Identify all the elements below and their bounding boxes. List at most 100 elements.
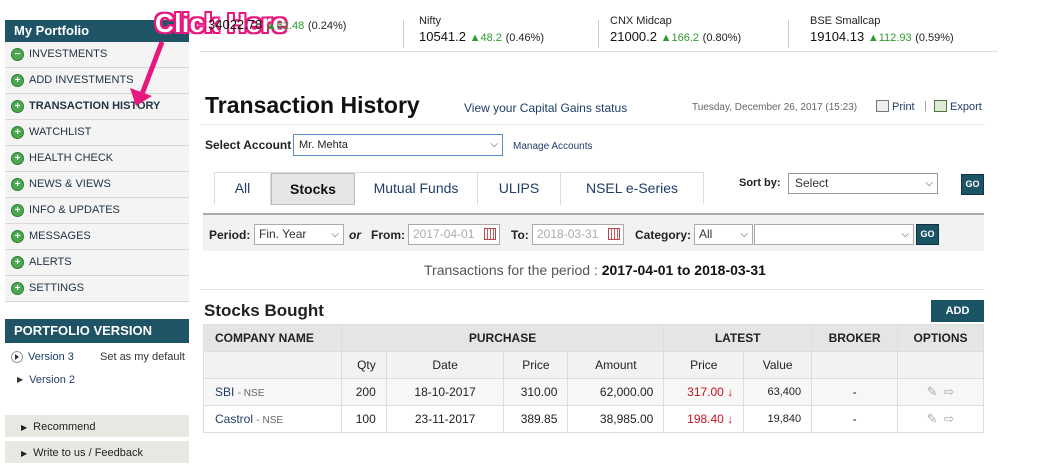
version-3-row[interactable]: Version 3 Set as my default — [5, 345, 189, 368]
sidebar-item-label: ALERTS — [29, 256, 72, 268]
ticker-change: 166.2 — [671, 32, 700, 44]
col-price: Price — [503, 351, 569, 379]
exchange-label: NSE — [262, 415, 284, 426]
filter-go-button[interactable]: GO — [916, 224, 939, 245]
sidebar-item-transaction-history[interactable]: + TRANSACTION HISTORY — [5, 94, 189, 120]
feedback-link[interactable]: ▶ Write to us / Feedback — [5, 441, 189, 465]
edit-icon[interactable]: ✎ — [926, 384, 938, 399]
ticker-bse-smallcap[interactable]: BSE Smallcap 19104.13 ▲112.93 (0.59%) — [810, 15, 954, 44]
set-default-label[interactable]: Set as my default — [100, 350, 185, 363]
ticker-pct: (0.46%) — [505, 32, 545, 44]
tab-all[interactable]: All — [215, 173, 271, 205]
amount-cell: 62,000.00 — [567, 378, 665, 406]
up-arrow-icon: ▲ — [469, 32, 481, 44]
value-cell: 63,400 — [743, 378, 813, 406]
subcategory-select[interactable]: ⌵ — [754, 224, 914, 245]
sidebar-title: My Portfolio — [5, 20, 189, 42]
caret-right-icon: ▶ — [21, 449, 28, 458]
subheader-empty — [203, 351, 342, 379]
chevron-down-icon: ⌵ — [490, 139, 498, 150]
tab-mutual-funds[interactable]: Mutual Funds — [355, 173, 478, 205]
from-date-input[interactable]: 2017-04-01 — [408, 224, 500, 245]
radio-icon[interactable] — [11, 350, 23, 363]
plus-circle-icon: + — [11, 126, 24, 139]
plus-circle-icon: + — [11, 178, 24, 191]
ticker-nifty[interactable]: Nifty 10541.2 ▲48.2 (0.46%) — [419, 15, 544, 44]
col-latest: LATEST — [663, 324, 813, 352]
category-label: Category: — [635, 228, 692, 242]
ticker-pct: (0.59%) — [915, 32, 954, 44]
sidebar-item-label: SETTINGS — [29, 282, 85, 294]
sidebar-item-label: INVESTMENTS — [29, 48, 108, 60]
recommend-link[interactable]: ▶ Recommend — [5, 415, 189, 439]
sidebar-item-info-updates[interactable]: + INFO & UPDATES — [5, 198, 189, 224]
to-date-input[interactable]: 2018-03-31 — [532, 224, 624, 245]
tab-stocks[interactable]: Stocks — [271, 173, 355, 205]
sidebar-item-label: INFO & UPDATES — [29, 204, 120, 216]
period-summary-range: 2017-04-01 to 2018-03-31 — [601, 262, 766, 278]
page-title: Transaction History — [205, 92, 420, 118]
period-select-value: Fin. Year — [259, 227, 307, 241]
version-3-link[interactable]: Version 3 — [28, 350, 74, 363]
plus-circle-icon: + — [11, 230, 24, 243]
period-summary: Transactions for the period : 2017-04-01… — [424, 262, 766, 278]
period-select[interactable]: Fin. Year ⌵ — [254, 224, 344, 245]
sidebar-item-news-views[interactable]: + NEWS & VIEWS — [5, 172, 189, 198]
ticker-change: 62.48 — [276, 20, 305, 32]
period-summary-prefix: Transactions for the period : — [424, 262, 598, 278]
divider — [403, 20, 404, 48]
capital-gains-link[interactable]: View your Capital Gains status — [464, 101, 628, 115]
sidebar-item-label: WATCHLIST — [29, 126, 92, 138]
sidebar-item-health-check[interactable]: + HEALTH CHECK — [5, 146, 189, 172]
sell-exit-icon[interactable]: ⇨ — [943, 384, 955, 399]
manage-accounts-link[interactable]: Manage Accounts — [513, 141, 593, 152]
tab-ulips[interactable]: ULIPS — [478, 173, 561, 205]
ticker-value: 10541.2 — [419, 29, 466, 44]
ticker-cnx-midcap[interactable]: CNX Midcap 21000.2 ▲166.2 (0.80%) — [610, 15, 741, 44]
version-2-row[interactable]: ▶ Version 2 — [5, 368, 189, 391]
add-button[interactable]: ADD — [931, 300, 984, 322]
sidebar-item-settings[interactable]: + SETTINGS — [5, 276, 189, 302]
down-arrow-icon: ↓ — [723, 412, 734, 426]
qty-cell: 100 — [340, 405, 387, 433]
sidebar-item-messages[interactable]: + MESSAGES — [5, 224, 189, 250]
sort-go-button[interactable]: GO — [961, 174, 984, 195]
col-value: Value — [743, 351, 813, 379]
asset-tabs: All Stocks Mutual Funds ULIPS NSEL e-Ser… — [214, 172, 704, 205]
sell-exit-icon[interactable]: ⇨ — [943, 411, 955, 426]
sidebar-item-watchlist[interactable]: + WATCHLIST — [5, 120, 189, 146]
select-account-label: Select Account — [205, 138, 292, 152]
edit-icon[interactable]: ✎ — [926, 411, 938, 426]
account-select[interactable]: Mr. Mehta ⌵ — [293, 134, 503, 156]
to-date-value: 2018-03-31 — [537, 227, 599, 241]
ticker-change: 112.93 — [878, 32, 912, 44]
company-link[interactable]: Castrol — [215, 412, 254, 426]
print-button[interactable]: Print — [876, 100, 915, 113]
caret-right-icon: ▶ — [21, 423, 28, 432]
sort-by-label: Sort by: — [739, 177, 781, 189]
tab-nsel-e-series[interactable]: NSEL e-Series — [585, 180, 679, 196]
annotation-arrow-icon — [130, 41, 165, 106]
calendar-icon[interactable] — [484, 228, 496, 240]
feedback-label: Write to us / Feedback — [33, 447, 144, 459]
col-purchase: PURCHASE — [340, 324, 665, 352]
sidebar-item-label: MESSAGES — [29, 230, 91, 242]
date-cell: 23-11-2017 — [385, 405, 505, 433]
sort-by-select[interactable]: Select ⌵ — [788, 173, 938, 194]
company-link[interactable]: SBI — [215, 385, 235, 399]
plus-circle-icon: + — [11, 152, 24, 165]
calendar-icon[interactable] — [608, 228, 620, 240]
down-arrow-icon: ↓ — [723, 385, 734, 399]
chevron-down-icon: ⌵ — [925, 178, 933, 189]
price-cell: 310.00 — [503, 378, 569, 406]
market-ticker: 34022.78 ▲62.48 (0.24%) Nifty 10541.2 ▲4… — [200, 10, 998, 52]
category-select[interactable]: All ⌵ — [694, 224, 753, 245]
up-arrow-icon: ▲ — [265, 20, 277, 32]
ticker-sensex[interactable]: 34022.78 ▲62.48 (0.24%) — [208, 15, 346, 32]
sidebar-item-add-investments[interactable]: + ADD INVESTMENTS — [5, 68, 189, 94]
col-latest-price: Price — [663, 351, 745, 379]
sidebar-item-alerts[interactable]: + ALERTS — [5, 250, 189, 276]
col-date: Date — [385, 351, 505, 379]
version-2-link[interactable]: Version 2 — [29, 373, 76, 386]
export-button[interactable]: Export — [934, 100, 982, 113]
